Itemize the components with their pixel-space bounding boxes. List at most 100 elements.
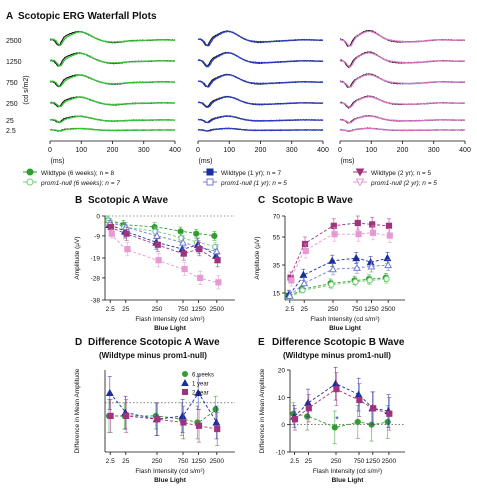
x-tick-label: 100 [223, 147, 235, 154]
x-tick-label: 25 [122, 306, 130, 313]
x-tick-label: 300 [428, 147, 440, 154]
waterfall-trace-wildtype [197, 51, 324, 68]
legend-marker [355, 168, 365, 177]
data-point [154, 416, 161, 423]
data-point [366, 277, 373, 284]
x-tick-label: 250 [331, 458, 342, 465]
data-point [305, 405, 312, 412]
waterfall-trace-prom1_null [197, 127, 324, 132]
significance-asterisk: * [335, 414, 339, 424]
data-point [178, 411, 187, 420]
waterfall-trace-wildtype [197, 30, 324, 46]
series-wt1y [285, 252, 392, 299]
x-axis-label: Flash Intensity (cd s/m²) [135, 316, 204, 323]
x-tick-label: 0 [196, 147, 200, 154]
waterfall-trace-wildtype [197, 73, 324, 88]
panel-d-letter: D [75, 337, 82, 348]
waterfall-trace-wildtype [50, 96, 176, 108]
panel-a-legend: Wildtype (6 weeks); n = 8 prom1-null (6 w… [23, 168, 437, 187]
panel-a-waterfall: 0 100 200 300 400 (ms) 0 100 200 300 400 (ms) 0 100 20… [6, 29, 471, 165]
data-point [331, 231, 338, 238]
series-2-year [107, 399, 221, 446]
x-axis-label: Flash Intensity (cd s/m²) [313, 468, 382, 475]
legend-marker [182, 371, 188, 377]
x-axis-label-2: Blue Light [332, 477, 365, 484]
panel-d-subtitle: (Wildtype minus prom1-null) [99, 351, 207, 360]
legend-marker [26, 168, 34, 176]
waterfall-trace-prom1_null [49, 115, 176, 124]
series-line [289, 257, 389, 295]
legend-marker [206, 178, 214, 186]
x-tick-label: 750 [178, 458, 189, 465]
data-point [331, 424, 338, 431]
data-point [352, 253, 361, 262]
x-tick-label: 1250 [366, 458, 381, 465]
data-point [302, 247, 309, 255]
panel-a-letter: A [6, 11, 13, 22]
legend-label: 2 year [192, 391, 209, 397]
data-point [181, 265, 188, 273]
legend-label: prom1-null (2 yr); n = 5 [370, 180, 437, 187]
y-tick-label: 10 [278, 395, 286, 402]
series-ko2y [288, 225, 393, 287]
data-point [214, 425, 221, 433]
y-tick-label: 55 [273, 235, 281, 242]
x-axis-label: (ms) [341, 158, 355, 165]
y-axis-label: Amplitude (µV) [254, 236, 261, 279]
x-tick-label: 25 [122, 458, 130, 465]
y-tick-label: -38 [91, 298, 101, 305]
x-axis-label-2: Blue Light [154, 325, 187, 332]
panel-a-title: Scotopic ERG Waterfall Plots [18, 11, 157, 22]
data-point [179, 238, 187, 246]
data-point [370, 405, 377, 412]
x-tick-label: 200 [107, 147, 119, 154]
x-tick-label: 250 [328, 306, 339, 313]
waterfall-trace-prom1_null [339, 73, 466, 88]
x-tick-label: 2.5 [290, 458, 299, 465]
legend-marker [355, 178, 365, 187]
data-point [196, 246, 203, 253]
y-tick-label: -9 [94, 233, 100, 240]
data-point [353, 263, 361, 271]
panel-d-title: Difference Scotopic A Wave [88, 337, 220, 348]
waterfall-trace-prom1_null [339, 115, 466, 124]
legend-label: 6 weeks [192, 373, 214, 379]
waterfall-trace-prom1_null [197, 30, 324, 47]
data-point [354, 219, 361, 227]
x-tick-label: 0 [48, 147, 52, 154]
y-axis-label: Difference in Mean Amplitude [74, 368, 81, 453]
y-tick-label: 15 [273, 291, 281, 298]
legend-label: 1 year [192, 382, 209, 388]
x-tick-label: 2500 [210, 458, 225, 465]
waterfall-trace-wildtype [339, 51, 466, 69]
data-point [177, 228, 184, 235]
series-ko2y [108, 228, 222, 290]
data-point [385, 222, 393, 229]
data-point [180, 250, 187, 257]
y-axis-label: Difference in Mean Amplitude [259, 368, 266, 453]
legend-label: prom1-null (1 yr); n = 5 [220, 180, 287, 187]
y-tick-label: -10 [276, 450, 286, 457]
row-label: 750 [6, 80, 18, 87]
data-point [386, 232, 393, 239]
data-point [108, 230, 115, 237]
waterfall-trace-prom1_null [339, 127, 466, 132]
waterfall-trace-prom1_null [49, 127, 176, 132]
data-point [328, 281, 335, 288]
x-tick-label: 200 [255, 147, 267, 154]
data-point [354, 418, 361, 426]
legend-label: Wildtype (2 yr); n = 5 [371, 170, 432, 177]
data-point [123, 412, 130, 420]
y-tick-label: 0 [96, 214, 100, 221]
series-line [110, 219, 217, 237]
x-tick-label: 400 [459, 147, 471, 154]
data-point [155, 257, 162, 264]
x-tick-label: 25 [305, 458, 313, 465]
legend-label: Wildtype (1 yr); n = 7 [221, 170, 282, 177]
data-point [124, 246, 131, 253]
data-point [212, 418, 221, 426]
legend-marker [182, 389, 188, 395]
waterfall-trace-wildtype [197, 95, 324, 108]
